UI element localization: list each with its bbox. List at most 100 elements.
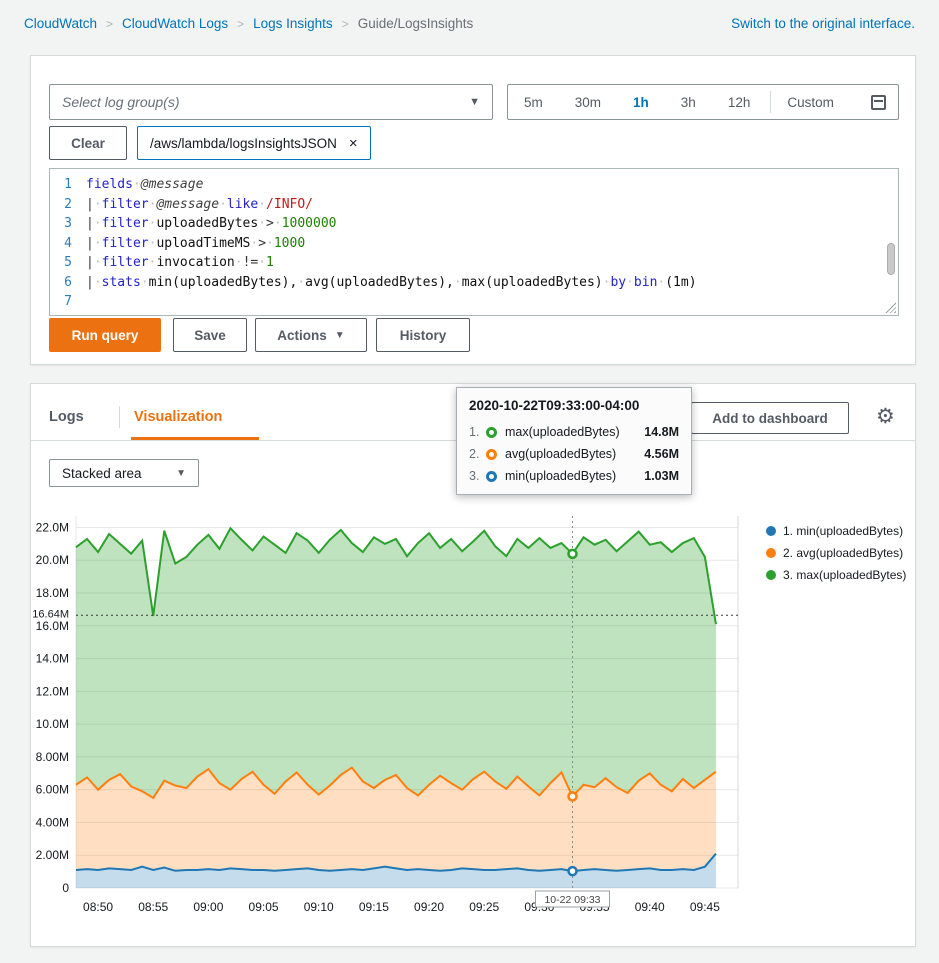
svg-text:09:10: 09:10 [304,900,334,914]
tooltip-row-value: 4.56M [644,447,679,461]
history-button[interactable]: History [376,318,470,352]
time-range-30m[interactable]: 30m [574,94,602,110]
line-number: 4 [64,235,72,251]
resize-handle-icon[interactable] [885,302,896,313]
svg-text:09:00: 09:00 [193,900,223,914]
chevron-down-icon: ▼ [176,467,186,479]
editor-line[interactable]: 5 |·filter·invocation·!=·1 [50,253,898,273]
line-number: 7 [64,294,72,309]
tooltip-row-value: 14.8M [644,425,679,439]
code-text: |·stats·min(uploadedBytes),·avg(uploaded… [86,274,697,290]
actions-button[interactable]: Actions ▼ [255,318,367,352]
code-text: |·filter·@message·like·/INFO/ [86,196,314,212]
code-text: |·filter·invocation·!=·1 [86,255,274,270]
editor-scrollbar[interactable] [887,243,895,275]
tooltip-row-index: 3. [469,469,480,483]
chart-tooltip: 2020-10-22T09:33:00-04:00 1. max(uploaded… [456,387,692,495]
tooltip-timestamp: 2020-10-22T09:33:00-04:00 [469,398,640,413]
top-bar: CloudWatch > CloudWatch Logs > Logs Insights… [24,16,915,31]
log-group-select[interactable]: Select log group(s) ▼ [49,84,493,120]
editor-line[interactable]: 4 |·filter·uploadTimeMS·>·1000 [50,234,898,254]
breadcrumb: CloudWatch > CloudWatch Logs > Logs Insights… [24,16,473,31]
legend-item[interactable]: 1. min(uploadedBytes) [766,520,906,542]
line-number: 1 [64,177,72,192]
svg-text:0: 0 [62,881,69,895]
svg-text:09:40: 09:40 [635,900,665,914]
divider [119,406,120,428]
tooltip-row-value: 1.03M [644,469,679,483]
breadcrumb-item: Guide/LogsInsights [357,16,474,31]
tooltip-row: 2. avg(uploadedBytes) 4.56M [457,443,691,465]
run-query-button[interactable]: Run query [49,318,161,352]
chart-type-label: Stacked area [62,465,142,481]
gear-icon[interactable]: ⚙ [876,405,895,428]
editor-line[interactable]: 1 fields·@message [50,175,898,195]
time-range-3h[interactable]: 3h [680,94,696,110]
line-number: 3 [64,216,72,231]
tab-visualization[interactable]: Visualization [134,409,223,425]
breadcrumb-separator-icon: > [237,16,245,31]
time-range-custom[interactable]: Custom [787,94,834,110]
svg-text:2.00M: 2.00M [36,848,69,862]
tooltip-row-label: max(uploadedBytes) [505,425,620,439]
line-number: 2 [64,196,72,212]
editor-line[interactable]: 7 [50,292,898,312]
svg-text:08:55: 08:55 [138,900,168,914]
series-ring-icon [486,426,497,438]
code-text: |·filter·uploadedBytes·>·1000000 [86,216,337,231]
caret-down-icon: ▼ [334,329,345,341]
divider [770,91,772,113]
svg-text:08:50: 08:50 [83,900,113,914]
stacked-area-chart: 0 2.00M 4.00M 6.00M 8.00M 10.0M 12.0M 14.0M 16.0… [32,516,739,914]
time-range-12h[interactable]: 12h [727,94,751,110]
actions-button-label: Actions [277,327,327,343]
tooltip-row-index: 1. [469,425,480,439]
breadcrumb-item[interactable]: CloudWatch Logs [122,16,229,31]
tooltip-row-label: min(uploadedBytes) [505,469,617,483]
svg-text:09:05: 09:05 [249,900,279,914]
editor-line[interactable]: 2 |·filter·@message·like·/INFO/ [50,195,898,215]
editor-line[interactable]: 6 |·stats·min(uploadedBytes),·avg(uploade… [50,273,898,293]
breadcrumb-separator-icon: > [341,16,349,31]
results-panel: Logs Visualization Add to dashboard ⚙ 20… [30,383,916,947]
svg-text:16.0M: 16.0M [36,619,69,633]
time-range-options: 5m 30m 1h 3h 12h [508,85,766,119]
tooltip-row-label: avg(uploadedBytes) [505,447,617,461]
log-group-tag[interactable]: /aws/lambda/logsInsightsJSON × [137,126,371,160]
editor-line[interactable]: 3 |·filter·uploadedBytes·>·1000000 [50,214,898,234]
svg-text:10-22 09:33: 10-22 09:33 [544,894,600,906]
breadcrumb-item[interactable]: Logs Insights [253,16,333,31]
svg-text:09:15: 09:15 [359,900,389,914]
svg-text:8.00M: 8.00M [36,750,69,764]
legend-item[interactable]: 3. max(uploadedBytes) [766,564,906,586]
log-group-tag-label: /aws/lambda/logsInsightsJSON [150,135,337,151]
svg-text:18.0M: 18.0M [36,586,69,600]
legend-label: 2. avg(uploadedBytes) [783,546,904,560]
breadcrumb-item[interactable]: CloudWatch [24,16,98,31]
query-editor[interactable]: 1 fields·@message 2 |·filter·@message·like·… [49,168,899,316]
line-number: 6 [64,274,72,290]
active-tab-underline [131,437,259,440]
line-number: 5 [64,255,72,270]
code-text: |·filter·uploadTimeMS·>·1000 [86,235,306,251]
legend-dot-icon [766,570,776,580]
tooltip-row: 3. min(uploadedBytes) 1.03M [457,465,691,487]
close-icon[interactable]: × [348,134,358,152]
time-range-1h[interactable]: 1h [633,94,649,110]
legend-dot-icon [766,548,776,558]
svg-text:22.0M: 22.0M [36,520,69,534]
add-to-dashboard-button[interactable]: Add to dashboard [691,402,849,434]
switch-interface-link[interactable]: Switch to the original interface. [731,16,915,31]
svg-text:09:20: 09:20 [414,900,444,914]
chart-type-select[interactable]: Stacked area ▼ [49,459,199,487]
tooltip-row: 1. max(uploadedBytes) 14.8M [457,421,691,443]
svg-text:12.0M: 12.0M [36,684,69,698]
save-button[interactable]: Save [173,318,247,352]
time-range-5m[interactable]: 5m [524,94,543,110]
tab-logs[interactable]: Logs [49,409,84,425]
calendar-icon[interactable] [871,94,886,110]
svg-text:10.0M: 10.0M [36,717,69,731]
query-panel: Select log group(s) ▼ 5m 30m 1h 3h 12h Custo… [30,55,916,365]
clear-button[interactable]: Clear [49,126,127,160]
legend-item[interactable]: 2. avg(uploadedBytes) [766,542,906,564]
